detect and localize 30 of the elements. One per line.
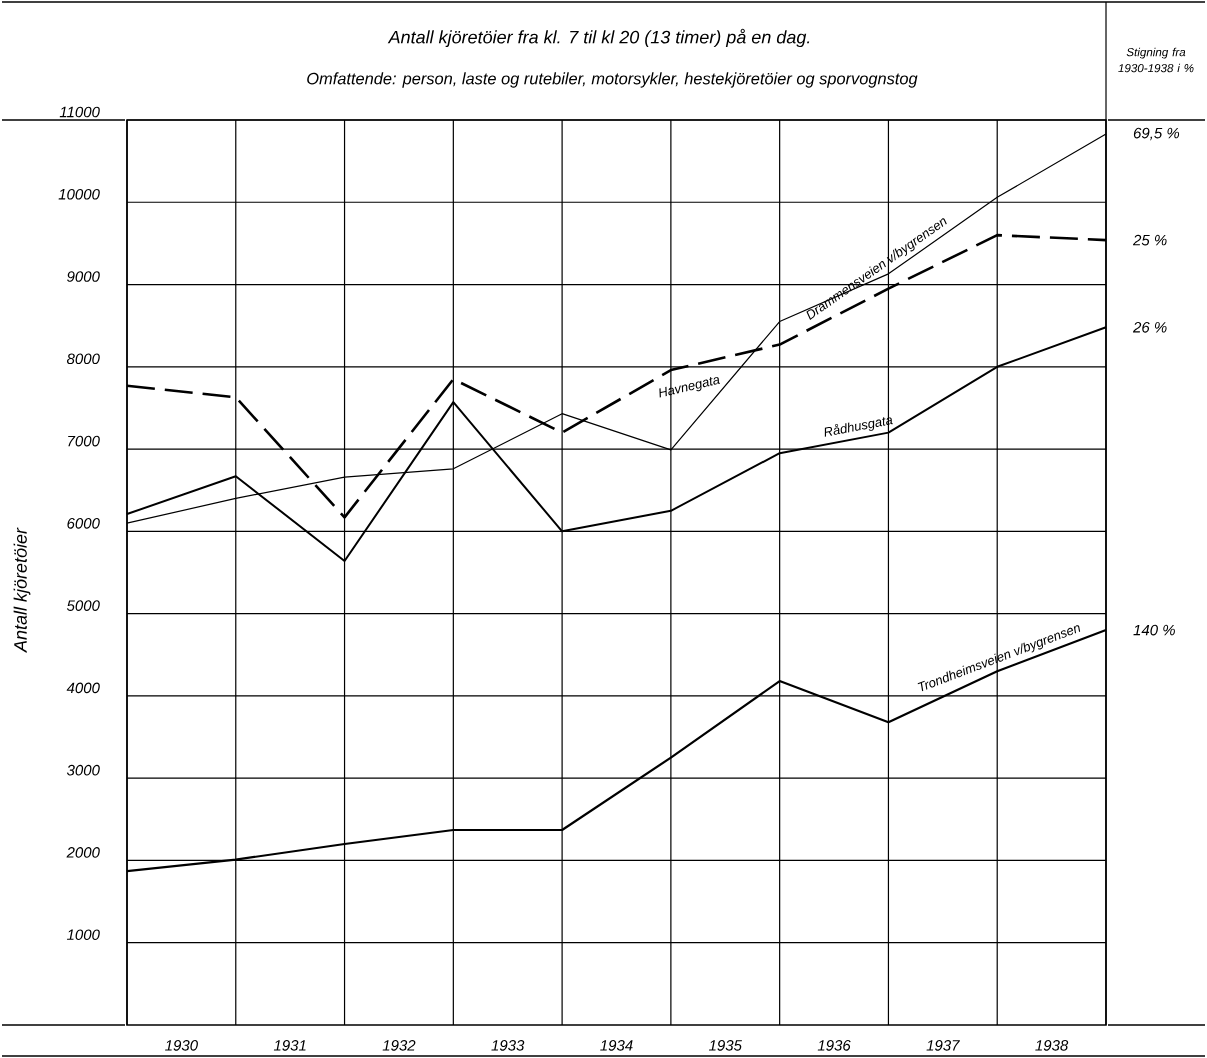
y-tick-label: 2000	[66, 847, 100, 858]
y-tick-label: 5000	[66, 600, 100, 611]
chart-title: Antall kjöretöier fra kl. 7 til kl 20 (13 timer) på en dag.	[387, 28, 810, 48]
x-tick-label: 1937	[926, 1040, 960, 1051]
x-tick-label: 1935	[708, 1040, 742, 1051]
x-tick-label: 1938	[1035, 1040, 1069, 1051]
x-tick-label: 1931	[273, 1040, 306, 1051]
x-tick-label: 1930	[165, 1040, 198, 1051]
x-tick-label: 1932	[382, 1040, 416, 1051]
y-tick-label: 9000	[67, 271, 100, 282]
y-tick-label: 6000	[67, 518, 100, 529]
x-tick-label: 1934	[600, 1040, 633, 1051]
text: 69,5 %	[1133, 127, 1180, 141]
y-tick-label: 3000	[66, 764, 100, 776]
y-axis-title: Antall kjöretöier	[13, 527, 31, 653]
y-tick-label: 8000	[66, 353, 100, 365]
y-tick-label: 11000	[59, 106, 100, 118]
chart-subtitle: Omfattende: person, laste og rutebiler, motorsykler, hestekjöretöier og sporvognstog	[307, 72, 918, 88]
x-tick-label: 1933	[491, 1040, 525, 1051]
text: 26 %	[1132, 321, 1167, 333]
y-tick-label: 1000	[66, 929, 100, 941]
text: Havnegata	[659, 376, 721, 398]
x-tick-label: 1936	[817, 1040, 851, 1051]
y-tick-label: 10000	[58, 188, 100, 200]
text: 140 %	[1133, 624, 1175, 636]
y-tick-label: 7000	[68, 435, 100, 447]
text: Rådhusgata	[824, 417, 893, 437]
text: 25 %	[1132, 234, 1167, 246]
text: Stigning fra 1930-1938 i %	[1118, 47, 1194, 73]
y-tick-label: 4000	[66, 682, 100, 694]
